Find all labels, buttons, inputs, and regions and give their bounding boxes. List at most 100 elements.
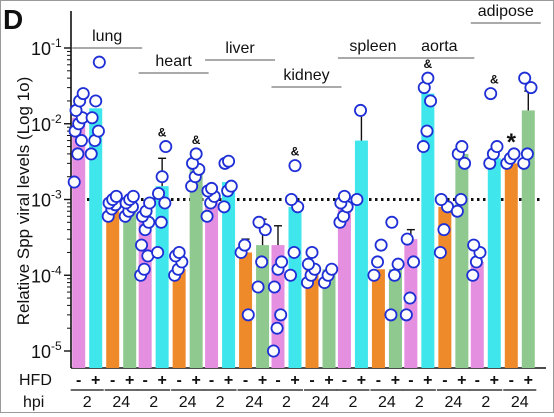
points-layer bbox=[67, 55, 538, 358]
panel-label: D bbox=[3, 4, 23, 35]
data-point bbox=[450, 204, 464, 218]
hfd-sign: + bbox=[391, 372, 400, 389]
data-point bbox=[403, 291, 417, 305]
hfd-sign: - bbox=[309, 372, 314, 389]
hfd-sign: - bbox=[76, 372, 81, 389]
data-point bbox=[275, 255, 289, 269]
data-point bbox=[189, 147, 203, 161]
data-point bbox=[252, 215, 266, 229]
data-point bbox=[109, 189, 123, 203]
annotations-layer: lung heart & & liver kidney & spleen aorta & adipo… bbox=[72, 3, 541, 159]
data-point bbox=[84, 147, 98, 161]
bar bbox=[271, 245, 285, 368]
data-point bbox=[424, 94, 438, 108]
significance-asterisk: * bbox=[507, 129, 517, 156]
data-point bbox=[433, 245, 447, 259]
hpi-label: 24 bbox=[511, 394, 529, 411]
hfd-sign: - bbox=[509, 372, 514, 389]
hfd-sign: + bbox=[191, 372, 200, 389]
bar bbox=[487, 158, 501, 368]
tissue-label: lung bbox=[92, 28, 122, 45]
y-tick-base: 10 bbox=[31, 266, 51, 286]
hpi-label: 24 bbox=[112, 394, 130, 411]
data-point bbox=[490, 140, 504, 154]
data-point bbox=[92, 55, 106, 69]
hpi-label: 2 bbox=[348, 394, 357, 411]
tissue-label: aorta bbox=[421, 38, 458, 55]
hpi-label: 2 bbox=[481, 394, 490, 411]
hfd-sign: - bbox=[376, 372, 381, 389]
data-point bbox=[284, 192, 298, 206]
data-point bbox=[421, 71, 435, 85]
data-point bbox=[159, 140, 173, 154]
hpi-label: 24 bbox=[245, 394, 263, 411]
data-point bbox=[151, 245, 165, 259]
y-tick-base: 10 bbox=[31, 39, 51, 59]
hfd-sign: + bbox=[357, 372, 366, 389]
data-point bbox=[283, 268, 297, 282]
hfd-sign: - bbox=[209, 372, 214, 389]
hpi-label: 24 bbox=[444, 394, 462, 411]
y-tick-base: 10 bbox=[31, 115, 51, 135]
hpi-label: 2 bbox=[282, 394, 291, 411]
hfd-sign: + bbox=[524, 372, 533, 389]
data-point bbox=[466, 268, 480, 282]
data-point bbox=[350, 192, 364, 206]
hpi-label: 24 bbox=[378, 394, 396, 411]
data-point bbox=[305, 245, 319, 259]
data-point bbox=[454, 192, 468, 206]
hfd-sign: + bbox=[258, 372, 267, 389]
data-point bbox=[384, 308, 398, 322]
x-axis-rows: - + - +2 24- + - +2 24- + - +2 24- + - +2 24- + - +2 24- + - +2… bbox=[19, 372, 537, 411]
data-point bbox=[524, 81, 538, 95]
data-point bbox=[270, 321, 284, 335]
data-point bbox=[74, 134, 88, 148]
data-point bbox=[287, 245, 301, 259]
data-point bbox=[391, 257, 405, 271]
hfd-sign: - bbox=[110, 372, 115, 389]
hpi-label: 2 bbox=[83, 394, 92, 411]
hfd-sign: - bbox=[342, 372, 347, 389]
bar bbox=[455, 153, 469, 368]
bar bbox=[371, 269, 385, 368]
y-tick-label: 10-4 bbox=[31, 263, 62, 286]
data-point bbox=[91, 124, 105, 138]
hfd-sign: - bbox=[176, 372, 181, 389]
data-point bbox=[367, 268, 381, 282]
significance-ampersand: & bbox=[490, 73, 499, 87]
y-tick-exponent: -3 bbox=[51, 188, 62, 202]
hfd-sign: - bbox=[442, 372, 447, 389]
hpi-label: 2 bbox=[415, 394, 424, 411]
y-tick-exponent: -5 bbox=[51, 339, 62, 353]
data-point bbox=[143, 196, 157, 210]
bar bbox=[205, 199, 219, 368]
data-point bbox=[135, 238, 149, 252]
data-point bbox=[434, 192, 448, 206]
data-point bbox=[267, 280, 281, 294]
data-point bbox=[325, 262, 339, 276]
data-point bbox=[385, 215, 399, 229]
y-tick-base: 10 bbox=[31, 191, 51, 211]
bar bbox=[123, 202, 137, 368]
hfd-sign: - bbox=[275, 372, 280, 389]
data-point bbox=[137, 262, 151, 276]
bar bbox=[288, 206, 302, 368]
bar bbox=[189, 169, 203, 368]
data-point bbox=[172, 245, 186, 259]
hfd-sign: + bbox=[290, 372, 299, 389]
hfd-sign: + bbox=[324, 372, 333, 389]
y-tick-exponent: -1 bbox=[51, 36, 62, 50]
hfd-sign: + bbox=[157, 372, 166, 389]
data-point bbox=[520, 147, 534, 161]
data-point bbox=[205, 181, 219, 195]
data-point bbox=[158, 196, 172, 210]
data-point bbox=[518, 71, 532, 85]
data-point bbox=[241, 308, 255, 322]
data-point bbox=[200, 209, 214, 223]
y-axis-label: Relative Spp viral levels (Log 1o) bbox=[14, 77, 33, 326]
tissue-label: kidney bbox=[283, 67, 329, 84]
bar bbox=[322, 269, 336, 368]
y-tick-label: 10-3 bbox=[31, 188, 62, 211]
